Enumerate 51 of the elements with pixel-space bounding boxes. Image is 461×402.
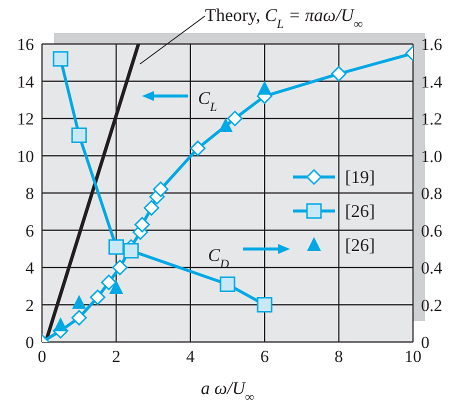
y-tick-label: 14 xyxy=(17,72,34,92)
y-tick-label: 2 xyxy=(26,296,34,315)
point xyxy=(220,276,236,292)
point xyxy=(71,128,87,144)
point xyxy=(190,140,206,156)
point xyxy=(54,317,68,332)
x-tick-label: 2 xyxy=(112,347,120,366)
legend-label: [26] xyxy=(345,200,375,222)
point xyxy=(258,80,272,95)
point xyxy=(227,110,243,126)
point xyxy=(52,51,68,67)
point xyxy=(71,310,87,326)
annotation: C$_{L}$ xyxy=(198,88,218,114)
x-tick-label: 6 xyxy=(260,347,269,366)
y2-tick-label: 1.6 xyxy=(421,35,442,54)
point xyxy=(108,239,124,255)
y-tick-label: 8 xyxy=(26,184,34,204)
y-tick-label: 4 xyxy=(26,258,34,278)
y2-tick-label: 0.4 xyxy=(421,258,443,278)
text: Theory, C$_{L}$ = πaω/U$_{∞}$ xyxy=(205,5,363,31)
y2-tick-label: 1.2 xyxy=(421,110,442,129)
y2-tick-label: 1.4 xyxy=(421,72,443,92)
x-axis-title: a ω/U$_{∞}$ xyxy=(200,378,254,402)
y-tick-label: 12 xyxy=(17,110,34,129)
point xyxy=(109,280,124,294)
y-tick-label: 16 xyxy=(17,35,34,54)
x-tick-label: 4 xyxy=(186,347,196,366)
y2-tick-label: 1.0 xyxy=(421,146,442,166)
y-tick-label: 0 xyxy=(26,333,34,352)
point xyxy=(331,66,347,82)
y-tick-label: 10 xyxy=(17,146,34,166)
point xyxy=(134,216,150,232)
y2-tick-label: 0.8 xyxy=(421,184,442,204)
x-tick-label: 0 xyxy=(38,347,46,366)
point xyxy=(256,297,272,312)
y2-tick-label: 0.6 xyxy=(421,221,442,240)
point xyxy=(144,200,160,216)
x-tick-label: 10 xyxy=(404,347,422,366)
point xyxy=(90,290,106,306)
point xyxy=(112,260,128,276)
legend-label: [26] xyxy=(345,234,375,256)
point xyxy=(152,182,168,198)
y2-tick-label: 0.2 xyxy=(421,296,442,315)
y-tick-label: 6 xyxy=(26,221,34,240)
point xyxy=(123,242,139,258)
x-tick-label: 8 xyxy=(334,347,344,366)
point xyxy=(218,118,233,132)
point xyxy=(72,294,86,309)
legend-label: [19] xyxy=(345,166,375,188)
point xyxy=(101,274,117,290)
y2-tick-label: 0 xyxy=(421,333,430,352)
